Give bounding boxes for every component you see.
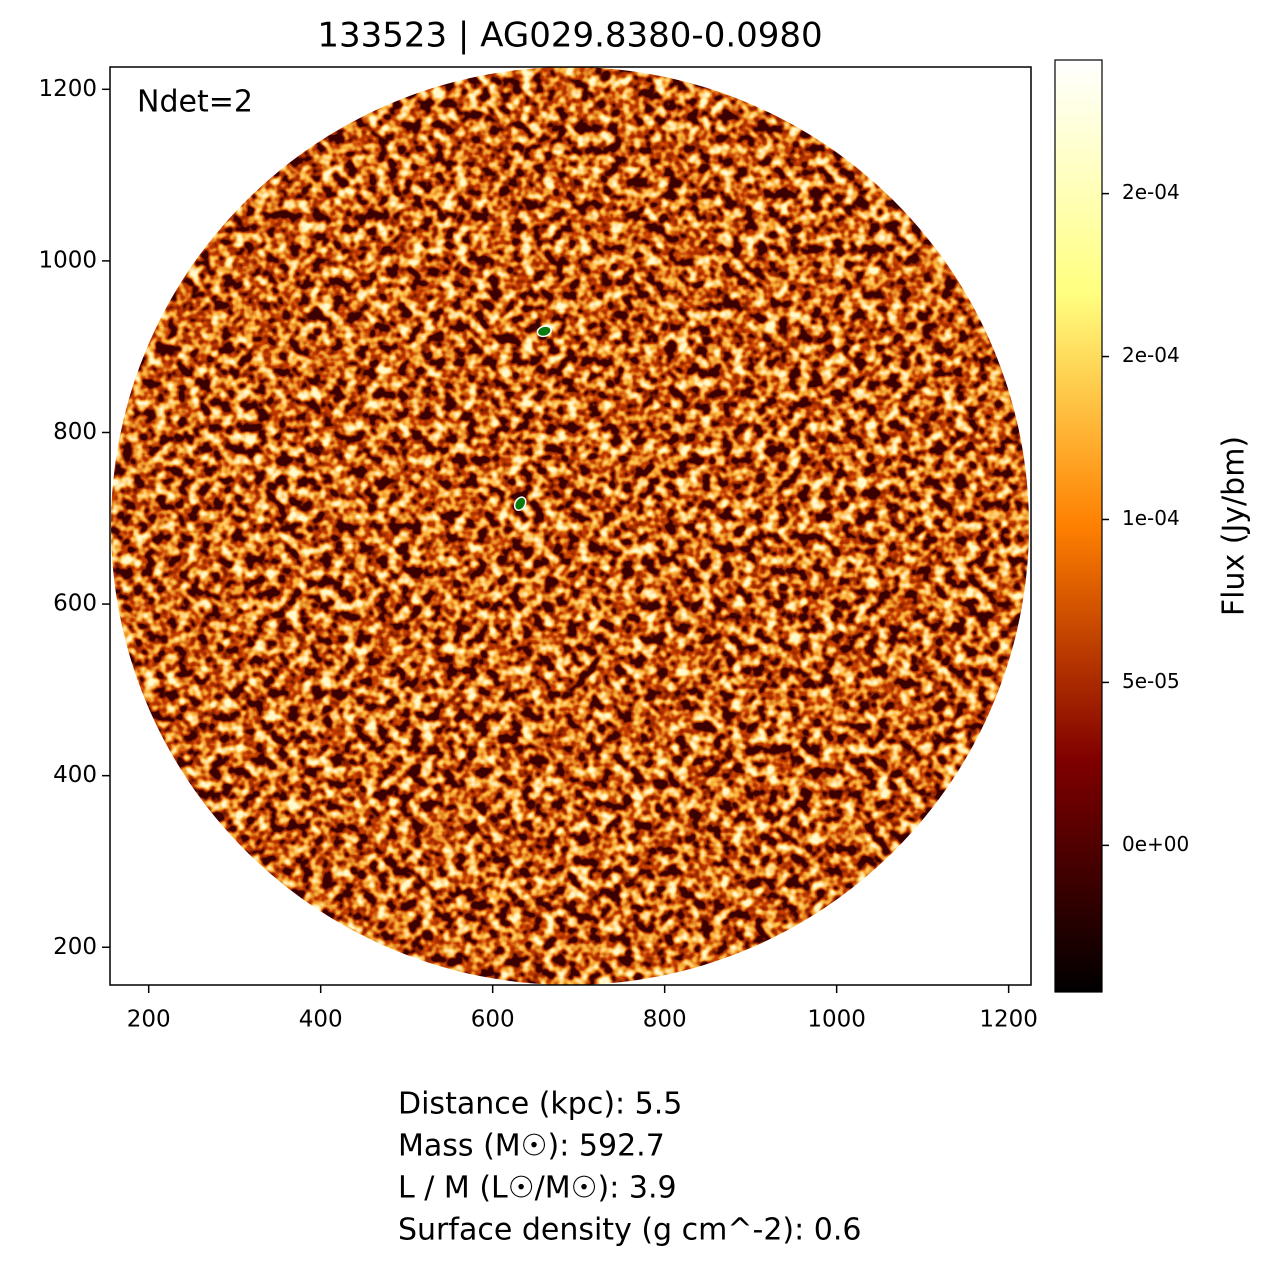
x-tick-label: 800 (643, 1007, 687, 1033)
info-line: Mass (M☉): 592.7 (398, 1129, 665, 1164)
y-tick-label: 800 (53, 419, 97, 445)
info-block: Distance (kpc): 5.5 Mass (M☉): 592.7 L / M… (398, 1087, 861, 1248)
info-line: Surface density (g cm^-2): 0.6 (398, 1213, 861, 1248)
image (111, 67, 1029, 985)
y-tick-label: 400 (53, 762, 97, 788)
y-tick-label: 200 (53, 934, 97, 960)
colorbar-tick-label: 5e-05 (1122, 669, 1180, 693)
info-line: Distance (kpc): 5.5 (398, 1087, 682, 1122)
axes-frame (109, 66, 1032, 986)
x-tick-label: 1000 (807, 1007, 866, 1033)
colorbar-tick-label: 0e+00 (1122, 832, 1189, 856)
x-tick-label: 600 (471, 1007, 515, 1033)
detection (536, 325, 552, 338)
y-tick-label: 1200 (38, 76, 97, 102)
info-line: L / M (L☉/M☉): 3.9 (398, 1171, 677, 1206)
x-tick-label: 400 (299, 1007, 343, 1033)
y-tick-label: 1000 (38, 247, 97, 273)
y-tick-label: 600 (53, 591, 97, 617)
colorbar-tick-label: 2e-04 (1122, 343, 1180, 367)
chart-title: 133523 | AG029.8380-0.0980 (317, 16, 822, 56)
x-tick-label: 1200 (979, 1007, 1038, 1033)
annotation: Ndet=2 (137, 85, 253, 120)
colorbar-tick-label: 2e-04 (1122, 180, 1180, 204)
colorbar (1054, 59, 1103, 993)
x-tick-label: 200 (127, 1007, 171, 1033)
colorbar-label: Flux (Jy/bm) (1217, 436, 1252, 616)
detection (513, 496, 527, 512)
colorbar-tick-label: 1e-04 (1122, 506, 1180, 530)
